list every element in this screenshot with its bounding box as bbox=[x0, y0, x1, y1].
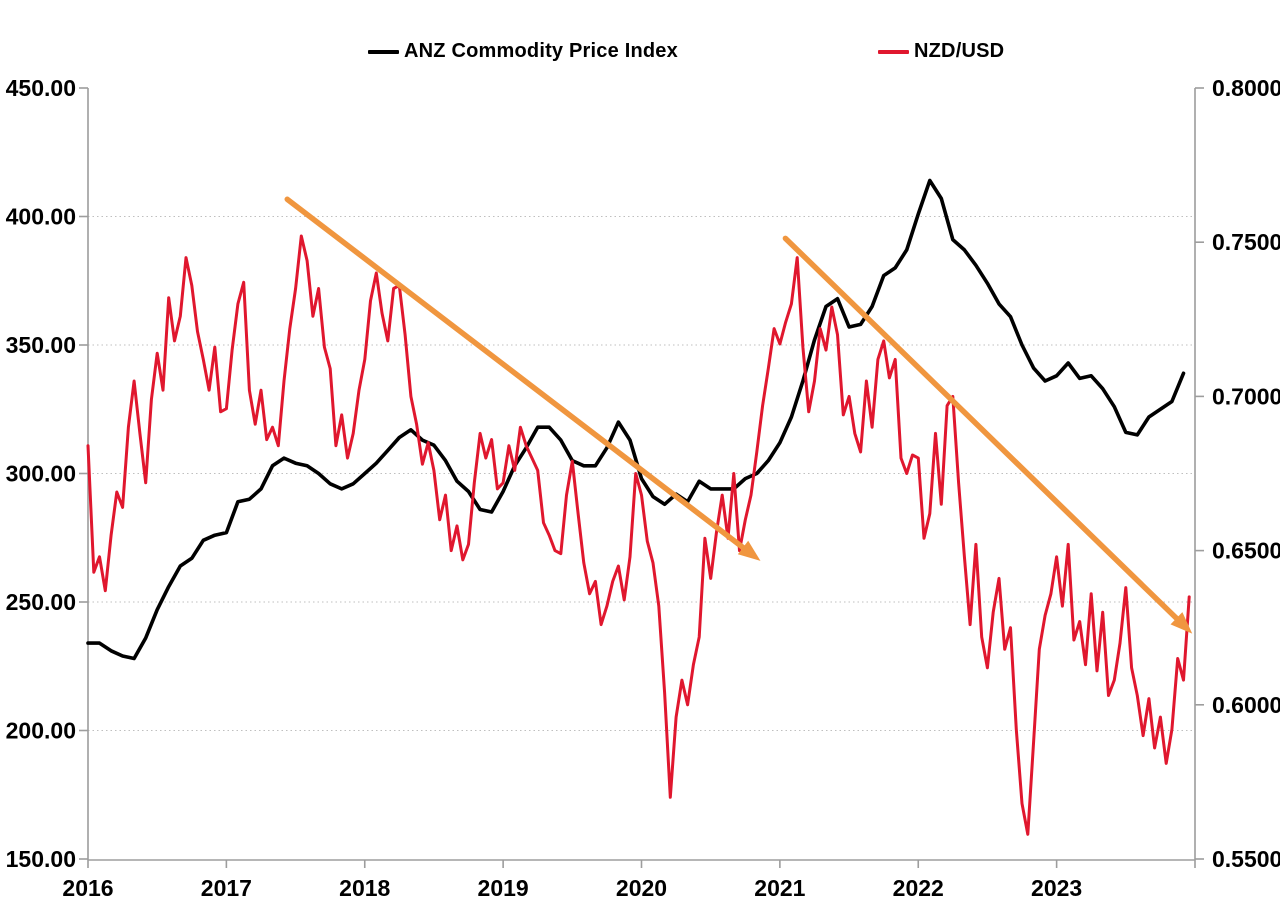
x-axis-tick-label: 2016 bbox=[62, 875, 113, 901]
downtrend-arrow-head-2 bbox=[1170, 612, 1193, 634]
x-axis-tick-label: 2023 bbox=[1031, 875, 1082, 901]
legend-label-nzdusd: NZD/USD bbox=[914, 40, 1005, 62]
legend-swatch-red-line bbox=[878, 49, 909, 54]
downtrend-arrow-shaft-2 bbox=[782, 235, 1184, 626]
legend-label-anz: ANZ Commodity Price Index bbox=[404, 40, 678, 62]
legend-item-nzdusd: NZD/USD bbox=[878, 40, 1004, 63]
right-axis-tick-label: 0.6500 bbox=[1212, 538, 1280, 564]
legend-item-anz-commodity-index: ANZ Commodity Price Index bbox=[368, 40, 678, 63]
x-axis-tick-label: 2021 bbox=[754, 875, 805, 901]
x-axis-tick-label: 2017 bbox=[201, 875, 252, 901]
x-axis-tick-label: 2019 bbox=[478, 875, 529, 901]
right-axis-tick-label: 0.7000 bbox=[1212, 383, 1280, 409]
left-axis-tick-label: 350.00 bbox=[6, 332, 76, 358]
left-axis-tick-label: 200.00 bbox=[6, 718, 76, 744]
right-axis-tick-label: 0.5500 bbox=[1212, 846, 1280, 872]
left-axis-tick-label: 400.00 bbox=[6, 204, 76, 230]
left-axis-tick-label: 300.00 bbox=[6, 461, 76, 487]
downtrend-arrow-head-1 bbox=[737, 540, 761, 561]
right-axis-tick-label: 0.7500 bbox=[1212, 229, 1280, 255]
left-axis-tick-label: 250.00 bbox=[6, 589, 76, 615]
left-axis-tick-label: 450.00 bbox=[6, 75, 76, 101]
right-axis-tick-label: 0.8000 bbox=[1212, 75, 1280, 101]
x-axis-tick-label: 2018 bbox=[339, 875, 390, 901]
legend-swatch-black-line bbox=[368, 49, 399, 54]
x-axis-tick-label: 2022 bbox=[893, 875, 944, 901]
right-axis-tick-label: 0.6000 bbox=[1212, 692, 1280, 718]
x-axis-tick-label: 2020 bbox=[616, 875, 667, 901]
anz-commodity-index-line bbox=[86, 178, 1186, 661]
nzdusd-line bbox=[86, 234, 1191, 836]
downtrend-arrow-shaft-1 bbox=[284, 196, 751, 554]
left-axis-tick-label: 150.00 bbox=[6, 846, 76, 872]
